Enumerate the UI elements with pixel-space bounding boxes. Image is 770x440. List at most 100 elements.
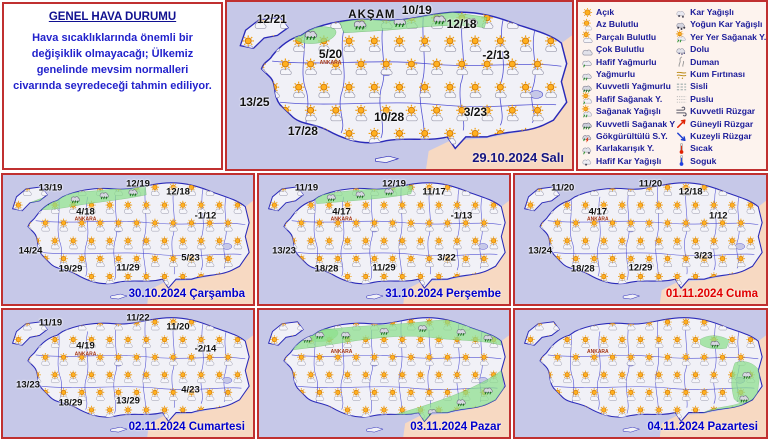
legend-item: Duman [675,56,766,68]
legend-col-right: Kar Yağışlı Yoğun Kar Yağışlı Yer Yer Sağa… [675,6,766,167]
forecast-map-sunday: ANKARA 03.11.2024 Pazar [257,308,511,439]
map-date-label: 29.10.2024 Salı [472,150,564,165]
legend-item-label: Yer Yer Sağanak Y. [690,31,767,42]
general-situation-title: GENEL HAVA DURUMU [48,11,177,23]
sun-icon [581,6,594,19]
legend-item: Kuvvetli Rüzgar [675,105,766,117]
light-snow-icon [581,154,594,167]
cloud-heavy-rain-icon [581,80,594,93]
legend-item-label: Kuzeyli Rüzgar [690,131,752,141]
forecast-map-saturday: 11/19 11/22 11/20 4/19 ANKARA -2/14 13/23 18/29… [1,308,255,439]
legend-item-label: Az Bulutlu [596,19,639,30]
legend-item: Sıcak [675,142,766,154]
turkey-map-graphic [227,2,572,169]
legend-item: Çok Bulutlu [581,43,675,56]
legend-item: Az Bulutlu [581,18,675,31]
legend-item-label: Duman [690,56,720,67]
heavy-snow-icon [675,18,688,31]
map-date-label: 03.11.2024 Pazar [410,421,501,433]
smoke-icon [675,55,688,68]
thunderstorm-icon [581,130,594,143]
legend-item-label: Dolu [690,44,710,55]
legend-item-label: Parçalı Bulutlu [596,31,657,42]
legend-item-label: Gökgürültülü S.Y. [596,131,668,141]
legend-item-label: Kum Fırtınası [690,69,746,80]
legend-item-label: Kuvvetli Sağanak Y [596,118,676,129]
forecast-map-wednesday: 13/19 12/19 12/18 4/18 ANKARA -1/12 14/24 19/29… [1,173,255,306]
legend-item-label: Hafif Yağmurlu [596,56,657,67]
legend-item-label: Kar Yağışlı [690,7,734,18]
legend-item: Kuvvetli Sağanak Y [581,118,675,130]
map-date-label: 30.10.2024 Çarşamba [128,288,245,300]
legend-item: Açık [581,6,675,18]
legend-item-label: Soguk [690,155,717,166]
sandstorm-icon [675,68,688,81]
legend-item: Hafif Kar Yağışlı [581,155,675,167]
forecast-map-tuesday: 12/21 10/19 12/18 -2/13 5/20 ANKARA 13/25 17/28… [225,0,574,171]
south-wind-icon [675,117,688,130]
snow-icon [675,6,688,19]
legend-item-label: Kuvvetli Yağmurlu [596,81,671,92]
hot-icon [675,142,688,155]
sun-small-cloud-icon [581,18,594,31]
forecast-map-monday: ANKARA 04.11.2024 Pazartesi [513,308,768,439]
legend-item: Kar Yağışlı [675,6,766,18]
legend-item-label: Kuvvetli Rüzgar [690,106,756,117]
legend-item-label: Karlakarışık Y. [596,143,655,154]
legend-item: Sisli [675,80,766,92]
map-date-label: 31.10.2024 Perşembe [385,288,501,300]
legend-item-label: Yağmurlu [596,69,636,80]
turkey-map-graphic [3,310,253,437]
legend-item: Karlakarışık Y. [581,142,675,155]
sleet-icon [581,142,594,155]
legend-item-label: Açık [596,7,615,18]
legend-item: Parçalı Bulutlu [581,30,675,44]
legend-item-label: Sisli [690,81,708,92]
legend-item: Puslu [675,93,766,105]
turkey-map-graphic [259,175,509,304]
strong-wind-icon [675,105,688,118]
weather-legend: Açık Az Bulutlu Parçalı Bulutlu Çok Bulutlu… [576,0,768,171]
evening-label: AKŞAM [348,9,396,22]
scattered-shower-icon [675,30,688,43]
map-date-label: 01.11.2024 Cuma [665,288,758,300]
legend-item-label: Sıcak [690,143,713,154]
legend-item: Soguk [675,155,766,167]
legend-item: Sağanak Yağışlı [581,104,675,118]
legend-item: Hafif Sağanak Y. [581,92,675,105]
cloud-light-rain-icon [581,55,594,68]
forecast-map-thursday: 11/19 12/19 11/17 4/17 ANKARA -1/13 13/23 18/28… [257,173,511,306]
cloud-heavy-shower-icon [581,117,594,130]
legend-item: Gökgürültülü S.Y. [581,130,675,143]
north-wind-icon [675,130,688,143]
legend-item-label: Güneyli Rüzgar [690,118,754,129]
turkey-map-graphic [515,310,766,437]
legend-item-label: Puslu [690,93,714,104]
sun-cloud-icon [581,30,594,44]
legend-item-label: Yoğun Kar Yağışlı [690,19,763,30]
legend-col-left: Açık Az Bulutlu Parçalı Bulutlu Çok Bulutlu… [581,6,675,167]
legend-item: Kuvvetli Yağmurlu [581,80,675,93]
sun-cloud-light-shower-icon [581,92,594,105]
legend-item: Yoğun Kar Yağışlı [675,18,766,31]
legend-item: Kuzeyli Rüzgar [675,130,766,142]
hail-icon [675,43,688,56]
legend-item: Yer Yer Sağanak Y. [675,30,767,43]
sun-cloud-shower-icon [581,104,594,118]
fog-icon [675,80,688,93]
legend-item: Yağmurlu [581,68,675,80]
cloud-icon [581,43,594,56]
map-date-label: 04.11.2024 Pazartesi [647,421,758,433]
legend-item-label: Hafif Kar Yağışlı [596,155,662,166]
turkey-map-graphic [3,175,253,304]
cloud-rain-icon [581,68,594,81]
legend-item-label: Hafif Sağanak Y. [596,93,663,104]
general-situation-text: Hava sıcaklıklarında önemli bir değişikl… [13,32,212,92]
cold-icon [675,154,688,167]
turkey-map-graphic [515,175,766,304]
legend-item: Kum Fırtınası [675,68,766,80]
turkey-map-graphic [259,310,509,437]
legend-item-label: Sağanak Yağışlı [596,106,661,117]
legend-item: Güneyli Rüzgar [675,118,766,130]
